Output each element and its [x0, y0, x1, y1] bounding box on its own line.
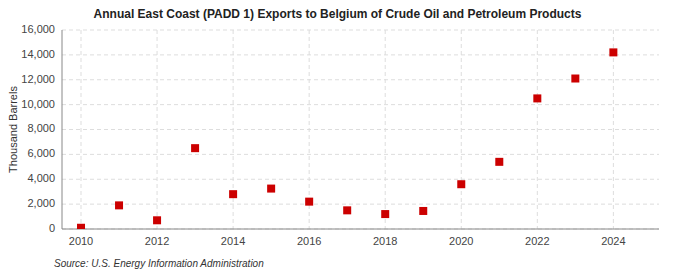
chart: 0 2,000 4,000 6,000 8,000 10,000 12,000 14,000 1…: [0, 0, 675, 275]
grid-line: [62, 54, 659, 55]
x-axis-line: [62, 229, 659, 230]
tick-label: 2012: [145, 235, 169, 247]
tick-label: 10,000: [21, 98, 55, 110]
grid-line: [62, 154, 659, 155]
point: [115, 201, 123, 209]
grid-line: [62, 229, 659, 230]
tick-label: 16,000: [21, 23, 55, 35]
point: [609, 48, 617, 56]
chart-container: 0 2,000 4,000 6,000 8,000 10,000 12,000 14,000 1…: [0, 0, 675, 275]
title: Annual East Coast (PADD 1) Exports to Be…: [94, 7, 582, 21]
point: [533, 94, 541, 102]
point: [343, 206, 351, 214]
point: [419, 207, 427, 215]
point: [495, 158, 503, 166]
point: [267, 185, 275, 193]
point: [191, 144, 199, 152]
tick-label: 2022: [525, 235, 549, 247]
point: [457, 180, 465, 188]
tick-label: 14,000: [21, 48, 55, 60]
grid-line: [62, 79, 659, 80]
axes: 0 2,000 4,000 6,000 8,000 10,000 12,000 14,000 1…: [21, 23, 659, 247]
grid-line: [613, 30, 614, 229]
y-axis-line: [62, 30, 63, 229]
tick-label: 2018: [373, 235, 397, 247]
tick-label: 12,000: [21, 73, 55, 85]
grid-line: [62, 179, 659, 180]
y-axis-label: Thousand Barrels: [7, 86, 19, 173]
grid-line: [233, 30, 234, 229]
grid-line: [62, 30, 659, 31]
grid-line: [62, 129, 659, 130]
tick-label: 2010: [69, 235, 93, 247]
tick-label: 8,000: [27, 122, 55, 134]
tick-label: 2024: [601, 235, 625, 247]
background: [0, 0, 675, 275]
points: [77, 48, 617, 229]
point: [229, 190, 237, 198]
tick-label: 2014: [221, 235, 245, 247]
grid-line: [385, 30, 386, 229]
grid-line: [461, 30, 462, 229]
tick-label: 2020: [449, 235, 473, 247]
point: [77, 224, 85, 229]
grid-line: [157, 30, 158, 229]
point: [571, 75, 579, 83]
point: [381, 210, 389, 218]
annotation: Source: U.S. Energy Information Administ…: [54, 258, 264, 269]
tick-label: 2,000: [27, 197, 55, 209]
grid-line: [62, 104, 659, 105]
grid-line: [81, 30, 82, 229]
grid-line: [537, 30, 538, 229]
tick-label: 6,000: [27, 147, 55, 159]
tick-label: 4,000: [27, 172, 55, 184]
grid-line: [62, 204, 659, 205]
point: [153, 216, 161, 224]
tick-label: 2016: [297, 235, 321, 247]
grid: [62, 30, 659, 229]
tick-label: 0: [49, 222, 55, 234]
point: [305, 198, 313, 206]
